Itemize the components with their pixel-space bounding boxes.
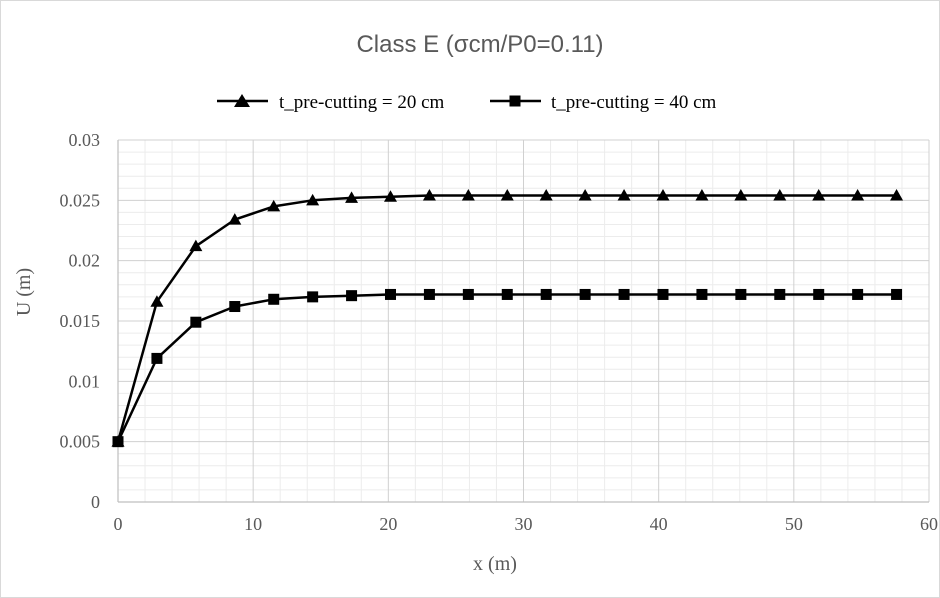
y-tick-label: 0.015 — [60, 311, 101, 331]
data-point-triangle — [773, 189, 787, 201]
legend-label-1: t_pre-cutting = 20 cm — [279, 92, 445, 113]
x-tick-label: 30 — [515, 514, 533, 534]
tick-labels: 0 10 20 30 40 50 60 0 0.005 0.01 0.015 0.02 0.025 0.0… — [60, 130, 939, 534]
y-tick-label: 0.025 — [60, 190, 101, 210]
x-tick-label: 0 — [114, 514, 123, 534]
y-tick-label: 0 — [91, 492, 100, 512]
series-1 — [111, 189, 904, 447]
x-tick-label: 40 — [650, 514, 668, 534]
data-point-square — [462, 288, 474, 300]
data-point-triangle — [812, 189, 826, 201]
series-layer — [111, 189, 904, 448]
data-point-triangle — [851, 189, 865, 201]
data-point-triangle — [539, 189, 553, 201]
data-point-triangle — [345, 191, 359, 203]
data-point-square — [384, 288, 396, 300]
data-point-triangle — [890, 189, 904, 201]
x-tick-label: 60 — [920, 514, 938, 534]
y-tick-label: 0.03 — [69, 130, 101, 150]
data-point-triangle — [695, 189, 709, 201]
data-point-square — [268, 293, 280, 305]
data-point-triangle — [422, 189, 436, 201]
y-tick-label: 0.01 — [69, 371, 101, 391]
data-point-triangle — [228, 213, 242, 225]
data-point-square — [891, 288, 903, 300]
data-point-triangle — [500, 189, 514, 201]
x-tick-label: 20 — [379, 514, 397, 534]
data-point-triangle — [150, 295, 164, 307]
data-point-square — [852, 288, 864, 300]
x-tick-label: 10 — [244, 514, 262, 534]
data-point-square — [813, 288, 825, 300]
data-point-square — [735, 288, 747, 300]
data-point-square — [540, 288, 552, 300]
data-point-triangle — [306, 193, 320, 206]
series-line-2 — [116, 293, 897, 443]
data-point-triangle — [656, 189, 670, 201]
data-point-triangle — [383, 190, 397, 202]
legend: t_pre-cutting = 20 cm t_pre-cutting = 40… — [217, 92, 717, 113]
data-point-square — [696, 288, 708, 300]
data-point-square — [618, 288, 630, 300]
square-marker-icon — [509, 95, 521, 107]
y-tick-label: 0.02 — [69, 251, 101, 271]
series-line-1 — [116, 194, 897, 443]
data-point-square — [346, 290, 358, 302]
data-point-square — [774, 288, 786, 300]
data-point-triangle — [461, 189, 475, 201]
major-gridlines — [118, 139, 930, 502]
legend-label-2: t_pre-cutting = 40 cm — [551, 92, 717, 113]
data-point-square — [307, 291, 319, 303]
data-point-square — [579, 288, 591, 300]
data-point-square — [229, 301, 241, 313]
series-2 — [112, 288, 903, 448]
data-point-square — [423, 288, 435, 300]
data-point-square — [151, 352, 163, 364]
data-point-triangle — [189, 239, 203, 252]
data-point-square — [112, 436, 124, 448]
chart-title: Class E (σcm/P0=0.11) — [356, 31, 603, 58]
data-point-triangle — [617, 189, 631, 201]
data-point-square — [190, 316, 202, 328]
data-point-triangle — [734, 189, 748, 201]
triangle-marker-icon — [234, 94, 250, 107]
data-point-triangle — [267, 199, 281, 212]
y-axis-title: U (m) — [13, 268, 35, 316]
legend-entry-2: t_pre-cutting = 40 cm — [490, 92, 717, 113]
y-tick-label: 0.005 — [60, 432, 101, 452]
data-point-triangle — [578, 189, 592, 201]
data-point-square — [657, 288, 669, 300]
x-tick-label: 50 — [785, 514, 803, 534]
data-point-square — [501, 288, 513, 300]
x-axis-title: x (m) — [473, 553, 517, 575]
legend-entry-1: t_pre-cutting = 20 cm — [217, 92, 445, 113]
